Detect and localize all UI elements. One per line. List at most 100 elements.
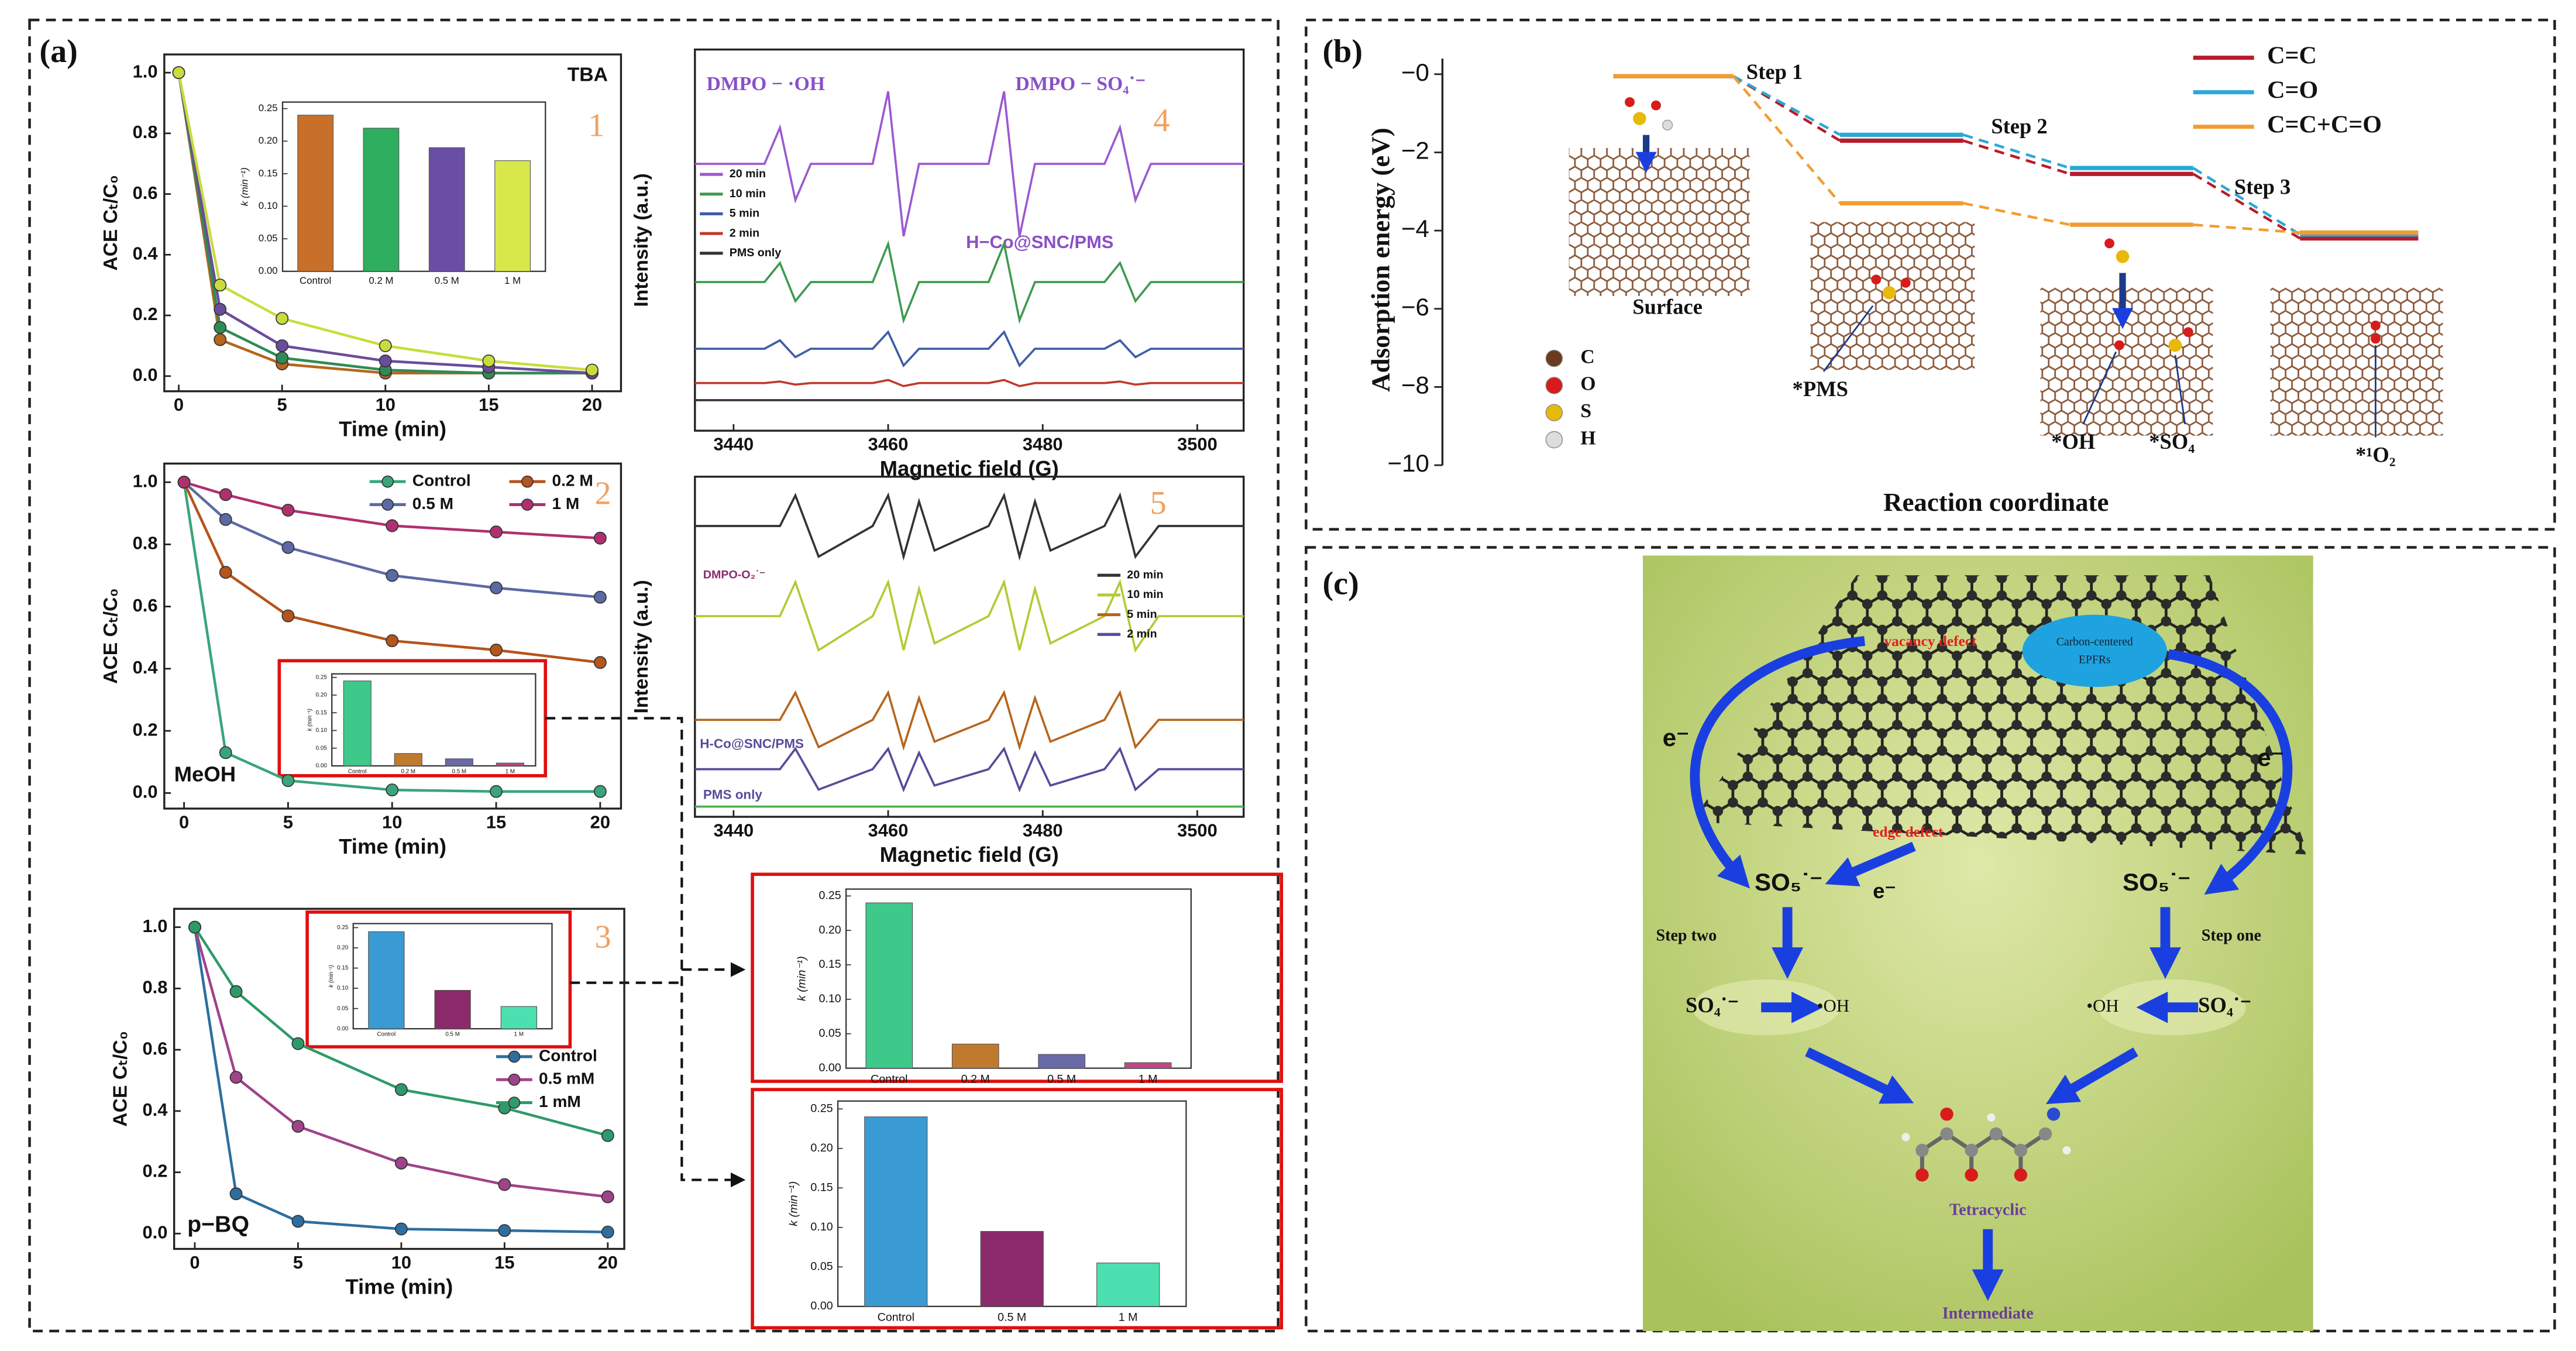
- data-point: [276, 351, 289, 365]
- annotation: H−Co@SNC/PMS: [966, 232, 1113, 252]
- y-tick-label: −0: [1401, 59, 1429, 86]
- legend-label: 2 min: [1127, 627, 1157, 640]
- data-point: [586, 363, 599, 377]
- data-point: [219, 566, 232, 579]
- panel-label: (c): [1322, 566, 1358, 602]
- scheme-label: Step one: [2202, 926, 2261, 944]
- legend-label: 2 min: [730, 226, 759, 239]
- chart-label: MeOH: [174, 762, 236, 786]
- panel-frame: [28, 18, 1280, 1333]
- step-label: Step 2: [1991, 114, 2047, 138]
- legend-label: Control: [539, 1046, 597, 1064]
- annotation: PMS only: [703, 787, 763, 802]
- series-line: [694, 579, 1244, 653]
- data-point: [177, 476, 191, 489]
- panel-frame: [1305, 546, 2556, 1333]
- level-connector: [1963, 202, 2071, 226]
- level-connector: [1732, 75, 1841, 204]
- y-tick-label: 0.20: [337, 945, 349, 951]
- plot-frame: [163, 53, 622, 393]
- data-point: [214, 333, 227, 346]
- data-point: [394, 1222, 408, 1236]
- data-point: [219, 488, 232, 501]
- level-connector: [1962, 139, 2071, 176]
- y-axis-label: Intensity (a.u.): [631, 580, 652, 713]
- x-tick-label: Control: [300, 275, 331, 286]
- y-tick-label: 0.20: [259, 135, 278, 146]
- plot-frame: [281, 101, 546, 272]
- bar: [1096, 1262, 1160, 1307]
- x-tick-label: 0: [179, 812, 189, 832]
- epfr-spot: [2022, 614, 2167, 687]
- x-tick-label: 1 M: [504, 275, 521, 286]
- annotation: H-Co@SNC/PMS: [700, 736, 804, 751]
- x-tick-label: Control: [348, 768, 367, 775]
- bar: [1124, 1062, 1172, 1069]
- x-tick-label: 10: [391, 1252, 411, 1273]
- y-tick-label: 0.25: [337, 924, 349, 931]
- panel-number: 3: [595, 919, 611, 955]
- series-line: [694, 330, 1244, 367]
- x-tick-label: 15: [479, 394, 498, 415]
- data-point: [172, 66, 185, 80]
- y-tick-label: 0.10: [810, 1221, 833, 1233]
- x-tick-label: 3460: [868, 820, 909, 840]
- atom-label: H: [1580, 427, 1595, 449]
- state-label: *PMS: [1793, 377, 1848, 401]
- bar: [494, 160, 531, 272]
- y-tick-label: 0.4: [142, 1099, 167, 1120]
- y-tick-label: 0.00: [337, 1026, 349, 1032]
- data-point: [386, 569, 399, 582]
- y-tick-label: 0.6: [133, 595, 158, 616]
- bar: [368, 931, 405, 1029]
- data-point: [291, 1215, 305, 1228]
- panel-number: 2: [595, 475, 611, 511]
- x-axis-label: Magnetic field (G): [880, 843, 1059, 867]
- data-point: [291, 1120, 305, 1133]
- scheme-label: Intermediate: [1942, 1304, 2034, 1322]
- data-point: [593, 590, 607, 604]
- chart-label: TBA: [568, 64, 608, 85]
- bar: [434, 990, 471, 1029]
- y-axis-label: k (min⁻¹): [239, 167, 250, 206]
- y-tick-label: −4: [1401, 215, 1429, 242]
- y-tick-label: 0.25: [818, 889, 841, 902]
- x-tick-label: 3480: [1023, 434, 1063, 455]
- y-axis-label: k (min⁻¹): [787, 1181, 800, 1226]
- y-tick-label: 0.25: [316, 674, 328, 680]
- scheme-label: SO₄˙⁻: [2198, 993, 2251, 1017]
- data-point: [188, 920, 201, 934]
- bar: [363, 128, 400, 272]
- y-tick-label: 0.2: [133, 719, 158, 740]
- scheme-label: vacancy defect: [1884, 633, 1977, 649]
- x-tick-label: 3440: [714, 434, 754, 455]
- connectors: [545, 717, 742, 1188]
- data-point: [214, 302, 227, 316]
- atom-label: C: [1580, 346, 1594, 367]
- series-line: [177, 72, 592, 374]
- data-point: [490, 525, 503, 539]
- series-line: [183, 480, 600, 540]
- y-tick-label: 1.0: [133, 61, 158, 81]
- chart-label: p−BQ: [187, 1212, 249, 1237]
- legend-label: PMS only: [730, 246, 781, 259]
- panel-number: 1: [588, 107, 604, 143]
- bar: [500, 1006, 538, 1029]
- plot-frame: [845, 888, 1192, 1069]
- x-tick-label: 0.5 M: [452, 768, 467, 775]
- data-point: [379, 339, 392, 352]
- y-tick-label: 0.15: [810, 1181, 833, 1194]
- series-line: [183, 482, 600, 793]
- y-tick-label: 0.00: [316, 763, 328, 769]
- x-tick-label: 0: [190, 1252, 200, 1273]
- y-tick-label: 0.25: [810, 1102, 833, 1115]
- legend-marker: [521, 475, 534, 488]
- series-line: [183, 481, 601, 599]
- bar: [394, 753, 422, 766]
- x-tick-label: 20: [590, 812, 610, 832]
- annotation: DMPO − ·OH: [706, 73, 825, 95]
- series-line: [694, 91, 1244, 237]
- legend-label: 0.5 M: [412, 494, 453, 513]
- x-tick-label: 10: [382, 812, 402, 832]
- series-line: [694, 492, 1244, 561]
